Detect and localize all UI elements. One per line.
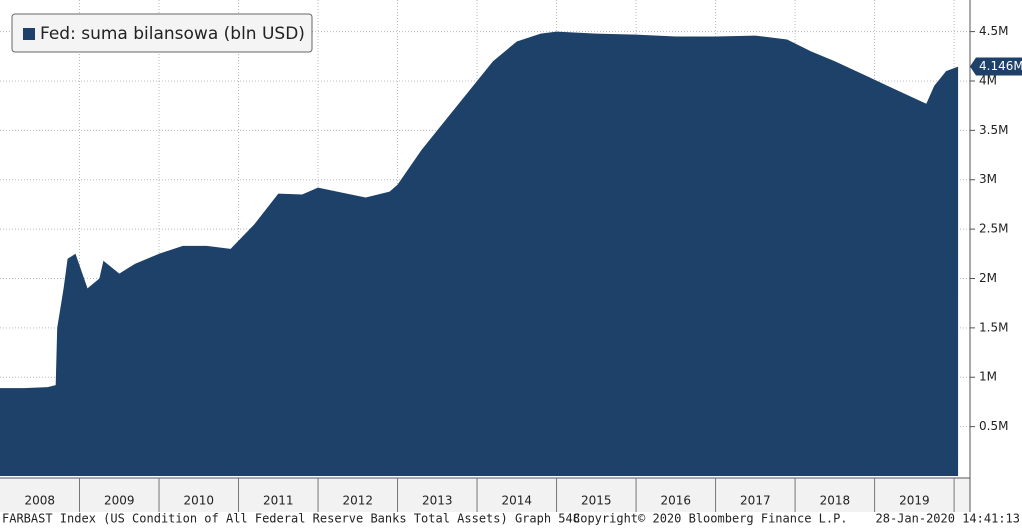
y-tick-label: 1M	[979, 370, 997, 384]
x-period-label: 2016	[661, 494, 692, 508]
x-period-label: 2013	[422, 494, 453, 508]
x-period-label: 2019	[899, 494, 930, 508]
x-period-label: 2014	[502, 494, 533, 508]
source: FARBAST Index (US Condition of All Feder…	[2, 512, 580, 526]
y-tick-label: 4M	[979, 73, 997, 87]
y-tick-label: 4.5M	[979, 24, 1008, 38]
x-period-label: 2011	[263, 494, 294, 508]
x-period-label: 2008	[24, 494, 55, 508]
last-value-tag	[970, 57, 1022, 76]
legend-swatch	[23, 28, 35, 40]
marks	[0, 31, 959, 476]
last-value-label: 4.146M	[979, 59, 1022, 73]
copyright: Copyright© 2020 Bloomberg Finance L.P.	[573, 512, 848, 526]
y-tick-label: 0.5M	[979, 419, 1008, 433]
x-period-label: 2010	[183, 494, 214, 508]
x-axis-band	[0, 478, 970, 512]
axes: 0.5M 1M 1.5M 2M 2.5M 3M 3.5M 4M 4.5M 2008 2009 2010…	[24, 24, 1022, 512]
legend-box	[11, 13, 313, 53]
y-tick-label: 1.5M	[979, 320, 1008, 334]
y-tick-label: 2M	[979, 271, 997, 285]
timestamp: 28-Jan-2020 14:41:13	[876, 512, 1021, 526]
legend-label: Fed: suma bilansowa (bln USD)	[40, 24, 305, 44]
x-period-label: 2012	[343, 494, 374, 508]
area	[0, 31, 959, 476]
x-period-label: 2009	[104, 494, 135, 508]
y-tick-label: 2.5M	[979, 222, 1008, 236]
x-period-label: 2018	[820, 494, 851, 508]
x-period-label: 2017	[740, 494, 771, 508]
x-period-label: 2015	[581, 494, 612, 508]
y-tick-label: 3M	[979, 172, 997, 186]
y-tick-label: 3.5M	[979, 123, 1008, 137]
